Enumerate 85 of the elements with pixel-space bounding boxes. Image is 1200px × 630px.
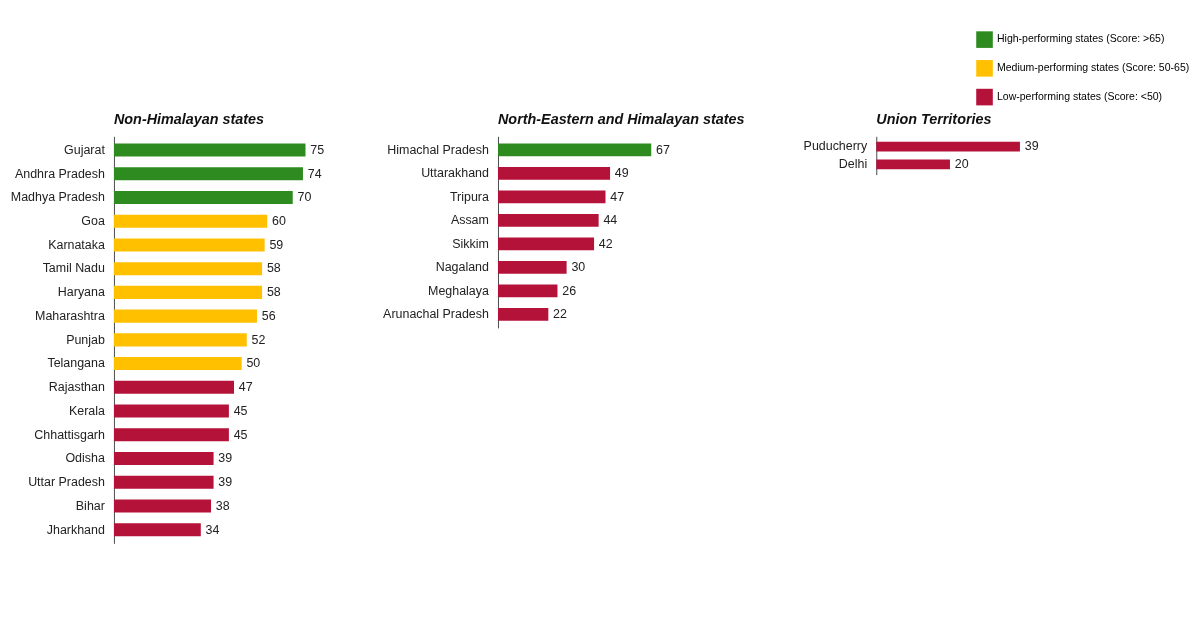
bar	[113, 499, 212, 513]
y-tick-label: Nagaland	[435, 260, 489, 275]
y-tick-label: Gujarat	[64, 142, 106, 157]
bar	[498, 307, 549, 321]
data-label: 42	[598, 236, 613, 251]
y-tick-label: Madhya Pradesh	[10, 190, 105, 205]
y-tick-label: Goa	[81, 214, 105, 229]
data-label: 50	[246, 356, 261, 371]
data-label: 34	[205, 522, 220, 537]
y-tick-label: Telangana	[47, 356, 105, 371]
data-label: 47	[238, 380, 253, 395]
data-label: 58	[266, 285, 281, 300]
bar	[113, 404, 229, 418]
y-tick-label: Arunachal Pradesh	[383, 307, 489, 322]
y-tick-label: Meghalaya	[428, 283, 489, 298]
y-tick-label: Sikkim	[452, 236, 489, 251]
y-tick-label: Chhattisgarh	[34, 427, 105, 442]
data-label: 39	[218, 451, 233, 466]
y-tick-label: Bihar	[75, 498, 105, 513]
bar	[113, 190, 293, 204]
y-tick-label: Andhra Pradesh	[14, 166, 105, 181]
data-label: 74	[307, 166, 322, 181]
data-label: 59	[269, 237, 284, 252]
legend-label: Low-performing states (Score: <50)	[996, 89, 1163, 102]
data-label: 39	[1024, 139, 1039, 154]
y-tick-label: Tamil Nadu	[42, 261, 105, 276]
bar	[113, 428, 229, 442]
data-label: 75	[310, 142, 325, 157]
bar	[113, 357, 242, 371]
y-tick-label: Jharkhand	[46, 522, 105, 537]
bar	[498, 190, 606, 204]
y-tick-label: Punjab	[66, 332, 105, 347]
data-label: 38	[215, 498, 230, 513]
y-tick-label: Tripura	[449, 189, 489, 204]
bar	[113, 143, 306, 157]
data-label: 45	[233, 403, 248, 418]
bar	[113, 475, 214, 489]
data-label: 30	[571, 260, 586, 275]
data-label: 44	[603, 213, 618, 228]
data-label: 26	[562, 283, 577, 298]
bar	[113, 452, 214, 466]
bar	[113, 238, 265, 252]
data-label: 56	[261, 308, 276, 323]
bar	[113, 523, 201, 537]
y-tick-label: Karnataka	[48, 237, 105, 252]
data-label: 70	[297, 190, 312, 205]
bar	[498, 213, 599, 227]
y-tick-label: Puducherry	[803, 139, 868, 154]
chart-title: Non-Himalayan states	[113, 110, 264, 127]
bar	[498, 166, 611, 180]
y-tick-label: Maharashtra	[35, 308, 105, 323]
bar	[113, 285, 263, 299]
legend-label: Medium-performing states (Score: 50-65)	[996, 61, 1190, 74]
y-tick-label: Kerala	[68, 403, 105, 418]
data-label: 60	[271, 214, 286, 229]
chart-title: North-Eastern and Himalayan states	[498, 110, 745, 127]
data-label: 47	[610, 189, 625, 204]
data-label: 22	[553, 307, 568, 322]
y-tick-label: Uttar Pradesh	[28, 475, 105, 490]
data-label: 58	[266, 261, 281, 276]
bar	[113, 214, 268, 228]
y-tick-label: Himachal Pradesh	[387, 142, 489, 157]
legend-label: High-performing states (Score: >65)	[996, 32, 1165, 45]
y-tick-label: Assam	[450, 213, 489, 228]
data-label: 49	[614, 166, 629, 181]
bar	[498, 237, 595, 251]
data-label: 20	[954, 157, 969, 172]
bar	[113, 167, 303, 181]
y-tick-label: Uttarakhand	[421, 166, 489, 181]
bar	[113, 380, 234, 394]
bar	[498, 143, 652, 157]
chart-title: Union Territories	[876, 110, 992, 127]
y-tick-label: Haryana	[57, 285, 105, 300]
bar	[113, 309, 257, 323]
y-tick-label: Odisha	[65, 451, 105, 466]
data-label: 45	[233, 427, 248, 442]
y-tick-label: Rajasthan	[48, 380, 105, 395]
bar	[498, 260, 567, 274]
y-tick-label: Delhi	[838, 157, 868, 172]
bar	[498, 284, 558, 298]
data-label: 39	[218, 475, 233, 490]
bar	[113, 262, 263, 276]
data-label: 52	[251, 332, 266, 347]
bar	[113, 333, 247, 347]
data-label: 67	[656, 142, 670, 157]
